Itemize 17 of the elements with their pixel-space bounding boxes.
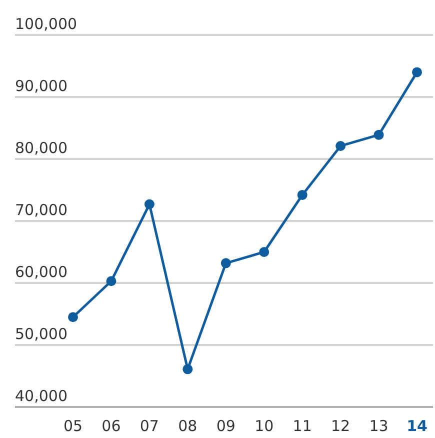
x-tick-label: 14 [406,417,428,435]
y-tick-label: 60,000 [15,263,68,281]
y-tick-label: 50,000 [15,325,68,343]
y-tick-label: 100,000 [15,15,78,33]
x-tick-label: 09 [216,417,236,435]
x-tick-label: 13 [369,417,388,435]
x-tick-label: 06 [102,417,121,435]
x-tick-label: 12 [331,417,350,435]
y-tick-label: 90,000 [15,77,68,95]
x-tick-label: 10 [254,417,274,435]
x-tick-label: 11 [292,417,312,435]
y-tick-label: 70,000 [15,201,68,219]
x-tick-label: 05 [63,417,83,435]
x-tick-label: 07 [140,417,159,435]
x-tick-label: 08 [178,417,198,435]
y-tick-label: 40,000 [15,387,68,405]
y-tick-label: 80,000 [15,139,68,157]
